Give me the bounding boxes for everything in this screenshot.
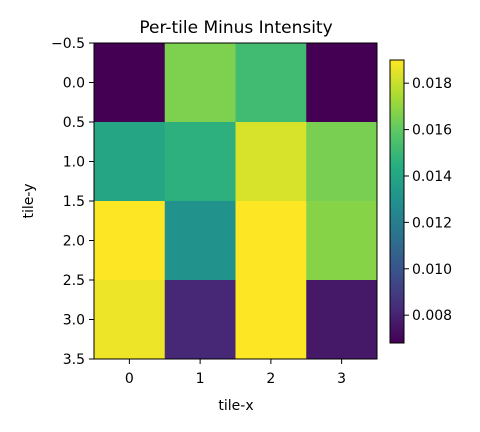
colorbar-tick-label: 0.008 <box>412 308 452 324</box>
heatmap-cell-r0-c2 <box>235 43 307 123</box>
y-axis-label: tile-y <box>21 184 37 219</box>
x-axis-label: tile-x <box>218 398 253 414</box>
heatmap-cell-r1-c3 <box>306 122 378 202</box>
heatmap-cell-r0-c1 <box>164 43 236 123</box>
x-tick-label: 0 <box>125 371 134 387</box>
y-tick-label: 2.0 <box>63 234 85 250</box>
y-tick-label: 1.0 <box>63 155 85 171</box>
colorbar-tick-label: 0.018 <box>412 76 452 92</box>
heatmap-cell-r2-c2 <box>235 201 307 281</box>
chart-title: Per-tile Minus Intensity <box>139 18 332 38</box>
x-axis-ticks: 0 1 2 3 <box>125 359 346 387</box>
heatmap-cell-r1-c1 <box>164 122 236 202</box>
heatmap-cells <box>94 43 378 360</box>
y-tick-label: 0.5 <box>63 115 85 131</box>
heatmap-cell-r0-c0 <box>94 43 166 123</box>
heatmap-cell-r2-c0 <box>94 201 166 281</box>
colorbar-tick-label: 0.010 <box>412 262 452 278</box>
colorbar <box>390 60 404 343</box>
heatmap-cell-r1-c0 <box>94 122 166 202</box>
y-tick-label: 1.5 <box>63 194 85 210</box>
heatmap-cell-r2-c1 <box>164 201 236 281</box>
colorbar-frame <box>389 59 405 344</box>
y-tick-label: 2.5 <box>63 273 85 289</box>
heatmap-cell-r2-c3 <box>306 201 378 281</box>
y-axis-ticks: −0.5 0.0 0.5 1.0 1.5 2.0 2.5 3.0 3.5 <box>51 36 94 368</box>
heatmap-cell-r3-c1 <box>164 280 236 360</box>
heatmap-cell-r1-c2 <box>235 122 307 202</box>
heatmap-cell-r3-c3 <box>306 280 378 360</box>
x-tick-label: 3 <box>337 371 346 387</box>
colorbar-tick-label: 0.012 <box>412 215 452 231</box>
heatmap-cell-r0-c3 <box>306 43 378 123</box>
x-tick-label: 2 <box>266 371 275 387</box>
heatmap-cell-r3-c2 <box>235 280 307 360</box>
y-tick-label: 0.0 <box>63 76 85 92</box>
colorbar-tick-label: 0.016 <box>412 123 452 139</box>
heatmap-cell-r3-c0 <box>94 280 166 360</box>
y-tick-label: 3.0 <box>63 313 85 329</box>
colorbar-ticks: 0.008 0.010 0.012 0.014 0.016 0.018 <box>404 76 452 324</box>
y-tick-label: −0.5 <box>51 36 85 52</box>
x-tick-label: 1 <box>196 371 205 387</box>
y-tick-label: 3.5 <box>63 352 85 368</box>
colorbar-tick-label: 0.014 <box>412 169 452 185</box>
